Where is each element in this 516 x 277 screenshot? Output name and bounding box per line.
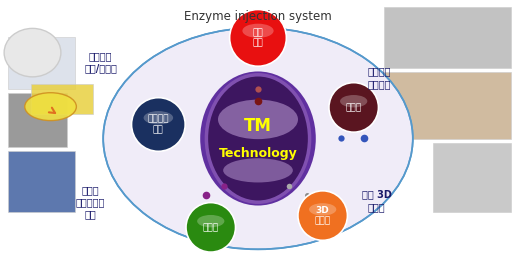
- Text: Enzyme injection system: Enzyme injection system: [184, 10, 332, 23]
- Ellipse shape: [197, 215, 224, 227]
- Ellipse shape: [4, 28, 61, 77]
- Ellipse shape: [309, 203, 336, 216]
- Text: 기능성
프로바이오
틱스: 기능성 프로바이오 틱스: [76, 185, 105, 220]
- Ellipse shape: [218, 100, 298, 139]
- FancyBboxPatch shape: [8, 37, 75, 89]
- Ellipse shape: [206, 75, 310, 202]
- Text: 유산균: 유산균: [203, 223, 219, 232]
- Ellipse shape: [25, 93, 76, 120]
- Ellipse shape: [340, 95, 367, 107]
- Ellipse shape: [243, 24, 273, 38]
- Ellipse shape: [298, 191, 347, 240]
- Ellipse shape: [132, 98, 185, 151]
- Ellipse shape: [143, 111, 173, 124]
- Ellipse shape: [200, 71, 316, 206]
- Text: 재구성: 재구성: [346, 103, 362, 112]
- Text: 영양성분
강화: 영양성분 강화: [148, 115, 169, 134]
- FancyBboxPatch shape: [384, 7, 511, 68]
- Text: 물성제어
형태부여: 물성제어 형태부여: [367, 66, 391, 89]
- Ellipse shape: [230, 9, 286, 66]
- Text: 식품 3D
프린팅: 식품 3D 프린팅: [362, 190, 392, 212]
- Text: 3D
프린팅: 3D 프린팅: [315, 206, 331, 225]
- Text: 효소
처리: 효소 처리: [253, 28, 263, 48]
- FancyBboxPatch shape: [433, 143, 511, 212]
- Ellipse shape: [186, 202, 235, 252]
- Ellipse shape: [329, 83, 378, 132]
- Text: TM: TM: [244, 117, 272, 135]
- FancyBboxPatch shape: [31, 84, 93, 114]
- Text: Technology: Technology: [219, 147, 297, 160]
- Ellipse shape: [223, 158, 293, 183]
- Text: 유용성분
포집/안정화: 유용성분 포집/안정화: [84, 51, 117, 73]
- FancyBboxPatch shape: [384, 72, 511, 138]
- FancyBboxPatch shape: [8, 93, 67, 147]
- Ellipse shape: [103, 28, 413, 249]
- FancyBboxPatch shape: [8, 151, 75, 212]
